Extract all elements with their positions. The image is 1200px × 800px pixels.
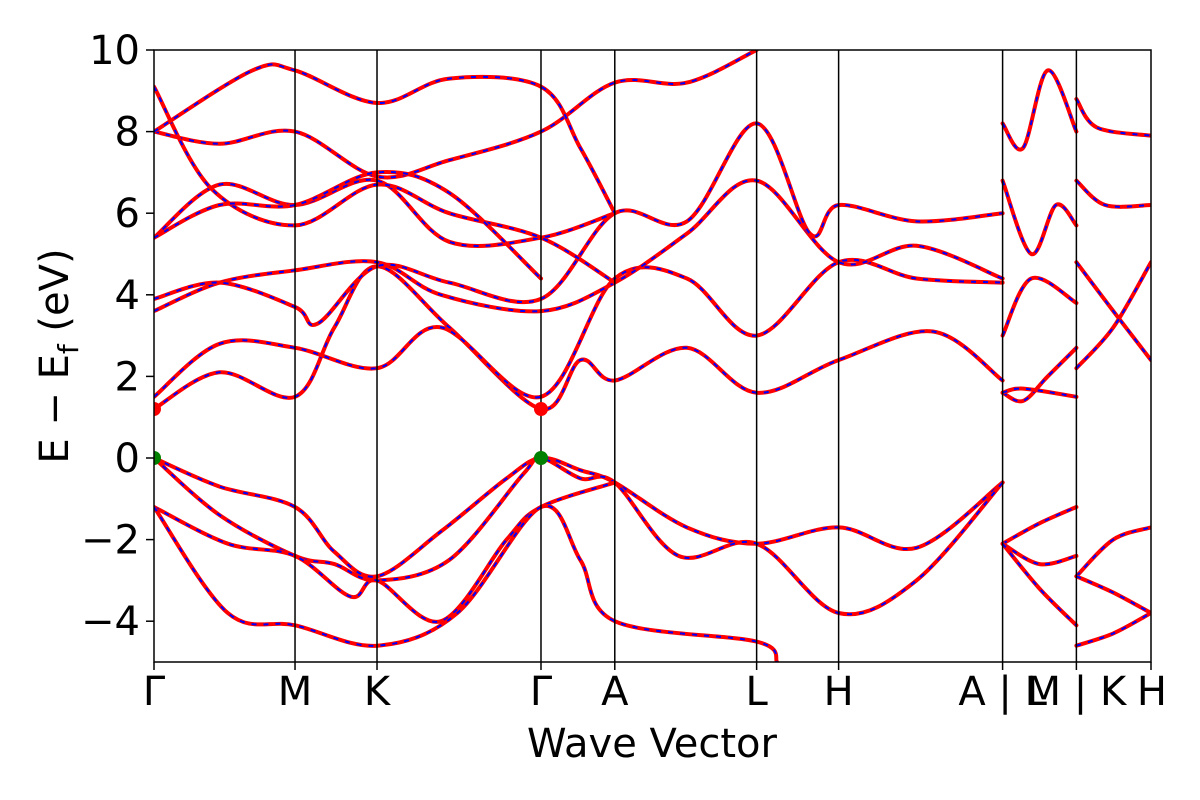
y-axis-label: E − Ef (eV) bbox=[32, 248, 85, 463]
band-26 bbox=[1074, 525, 1151, 579]
band-16 bbox=[1000, 275, 1079, 338]
band-line-red bbox=[154, 455, 1005, 617]
x-axis-label: Wave Vector bbox=[527, 721, 778, 767]
band-line-blue bbox=[1075, 179, 1151, 208]
band-line-blue bbox=[1075, 575, 1151, 614]
vbm-marker bbox=[154, 451, 161, 465]
band-line-red bbox=[154, 50, 759, 180]
band-line-blue bbox=[1001, 180, 1078, 256]
band-line-red bbox=[1074, 178, 1151, 209]
y-tick-label: 4 bbox=[115, 273, 140, 319]
band-4 bbox=[154, 503, 780, 662]
y-tick-label: 10 bbox=[89, 28, 140, 74]
band-6 bbox=[154, 257, 1005, 400]
kpoint-label: A bbox=[601, 669, 629, 715]
band-line-red bbox=[1000, 541, 1079, 628]
band-13 bbox=[154, 169, 543, 281]
band-line-blue bbox=[154, 63, 616, 214]
band-line-red bbox=[1000, 68, 1079, 152]
band-9 bbox=[154, 177, 617, 248]
plot-frame bbox=[153, 49, 1152, 663]
band-20 bbox=[1000, 541, 1079, 567]
band-extrema-markers bbox=[154, 402, 548, 465]
kpoint-label: H bbox=[1137, 669, 1167, 715]
y-tick-label: 0 bbox=[115, 436, 140, 482]
band-line-red bbox=[154, 178, 1005, 314]
band-line-red bbox=[1074, 97, 1151, 138]
band-line-blue bbox=[154, 179, 1003, 313]
band-line-red bbox=[154, 257, 1005, 400]
band-25 bbox=[1074, 260, 1151, 371]
y-tick-label: 6 bbox=[115, 191, 140, 237]
band-8 bbox=[154, 121, 1005, 327]
band-line-blue bbox=[1001, 543, 1078, 627]
band-line-blue bbox=[154, 504, 778, 662]
band-line-blue bbox=[154, 265, 1004, 411]
kpoint-label: K bbox=[364, 669, 392, 715]
cbm-marker bbox=[154, 402, 161, 417]
kpoint-label: M bbox=[278, 669, 313, 715]
band-line-red bbox=[1074, 611, 1151, 648]
band-line-red bbox=[1074, 525, 1151, 579]
band-12 bbox=[154, 62, 617, 216]
band-line-red bbox=[154, 62, 617, 216]
kpoint-label: Γ bbox=[530, 669, 553, 715]
band-line-blue bbox=[154, 456, 1004, 616]
band-line-blue bbox=[154, 170, 542, 280]
band-line-red bbox=[1000, 541, 1079, 567]
band-line-blue bbox=[1076, 612, 1151, 647]
band-line-red bbox=[154, 480, 617, 624]
kpoint-label: A | L bbox=[958, 669, 1047, 715]
kpoint-label: M | K bbox=[1027, 669, 1128, 715]
band-15 bbox=[1000, 178, 1079, 256]
band-7 bbox=[154, 178, 1005, 314]
band-5 bbox=[154, 264, 1005, 412]
band-line-red bbox=[154, 503, 780, 662]
band-line-blue bbox=[1075, 261, 1151, 361]
y-tick-label: −2 bbox=[81, 518, 140, 564]
band-19 bbox=[1000, 505, 1079, 546]
y-tick-label: 8 bbox=[115, 110, 140, 156]
band-14 bbox=[1000, 68, 1079, 152]
band-22 bbox=[1074, 97, 1151, 138]
kpoint-label: L bbox=[745, 669, 768, 715]
band-21 bbox=[1000, 541, 1079, 628]
band-23 bbox=[1074, 178, 1151, 209]
y-tick-label: 2 bbox=[115, 354, 140, 400]
kpoint-label: Γ bbox=[143, 669, 166, 715]
band-28 bbox=[1074, 574, 1151, 615]
band-10 bbox=[154, 50, 759, 180]
band-line-blue bbox=[154, 50, 758, 179]
band-line-red bbox=[154, 264, 1005, 412]
band-line-blue bbox=[154, 258, 1003, 399]
y-tick-label: −4 bbox=[81, 599, 140, 645]
band-18 bbox=[1000, 386, 1079, 399]
band-line-blue bbox=[1075, 261, 1151, 369]
kpoint-label: H bbox=[824, 669, 854, 715]
band-line-red bbox=[154, 121, 1005, 327]
y-axis-ticks: −4 −2 0 2 4 6 8 10 bbox=[81, 28, 154, 645]
band-lines bbox=[154, 50, 1151, 662]
band-line-blue bbox=[154, 178, 616, 247]
high-symmetry-lines bbox=[294, 50, 1078, 662]
band-line-red bbox=[1000, 275, 1079, 338]
band-line-blue bbox=[1002, 387, 1077, 398]
band-line-blue bbox=[1002, 506, 1077, 545]
band-2 bbox=[154, 455, 1005, 617]
vbm-marker bbox=[533, 451, 548, 465]
cbm-marker bbox=[533, 402, 548, 417]
band-3 bbox=[154, 480, 617, 624]
band-line-blue bbox=[1075, 526, 1151, 578]
band-24 bbox=[1074, 260, 1151, 363]
band-line-blue bbox=[1001, 276, 1077, 337]
band-27 bbox=[1074, 611, 1151, 648]
